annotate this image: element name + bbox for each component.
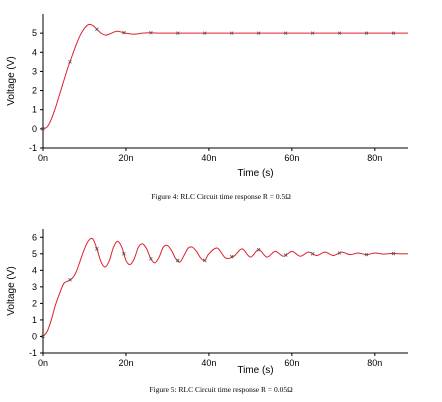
x-tick-label: 20n <box>118 358 133 368</box>
data-point-marker <box>229 31 234 35</box>
data-point-marker <box>68 60 72 64</box>
data-point-marker <box>176 31 180 35</box>
y-tick-label: 5 <box>32 249 37 259</box>
x-tick-label: 0n <box>38 358 48 368</box>
data-point-marker <box>391 251 396 256</box>
x-tick-label: 80n <box>367 358 382 368</box>
y-tick-label: 1 <box>32 315 37 325</box>
voltage-series-line <box>42 237 409 337</box>
data-point-marker <box>41 127 45 131</box>
y-axis-title: Voltage (V) <box>6 56 17 105</box>
x-tick-label: 60n <box>284 358 299 368</box>
data-point-marker <box>283 31 288 35</box>
figure-5-caption: Figure 5: RLC Circuit time response R = … <box>149 385 293 394</box>
data-point-marker <box>364 252 369 257</box>
data-point-marker <box>68 278 72 282</box>
y-tick-label: 4 <box>32 47 37 57</box>
data-point-marker <box>283 253 288 257</box>
y-tick-label: 2 <box>32 298 37 308</box>
data-point-marker <box>122 252 126 256</box>
data-point-marker <box>256 31 261 35</box>
chart-figure-4: -1 0 1 2 3 4 5 0n 20n 40n 60n 80n Time (s) Voltage (V… <box>0 0 442 185</box>
data-point-marker <box>391 31 396 35</box>
data-point-marker <box>202 258 207 263</box>
data-point-marker <box>202 31 207 35</box>
data-point-marker <box>337 31 342 35</box>
data-point-marker <box>149 256 153 261</box>
y-tick-label: 3 <box>32 66 37 76</box>
figure-4-caption: Figure 4: RLC Circuit time response R = … <box>151 192 291 201</box>
y-axis-title: Voltage (V) <box>6 266 17 315</box>
y-tick-label: 1 <box>32 105 37 115</box>
data-point-marker <box>229 254 234 259</box>
data-point-marker <box>310 252 315 256</box>
x-tick-label: 0n <box>38 153 48 163</box>
x-axis-title: Time (s) <box>237 168 273 179</box>
data-point-marker <box>256 247 261 252</box>
data-point-marker <box>337 251 342 255</box>
y-tick-label: 4 <box>32 265 37 275</box>
y-tick-label: 2 <box>32 86 37 96</box>
data-point-marker <box>310 31 315 35</box>
voltage-series-line <box>42 23 408 130</box>
x-tick-label: 80n <box>367 153 382 163</box>
data-point-marker <box>41 334 45 339</box>
y-tick-label: -1 <box>29 348 37 358</box>
y-tick-label: -1 <box>29 143 37 153</box>
y-tick-label: 3 <box>32 282 37 292</box>
y-tick-label: 0 <box>32 124 37 134</box>
x-tick-label: 20n <box>118 153 133 163</box>
y-tick-label: 6 <box>32 232 37 242</box>
data-point-marker <box>364 31 369 35</box>
chart-figure-5: -1 0 1 2 3 4 5 6 0n 20n 40n 60n 80n Time (s) Voltage (… <box>0 215 442 380</box>
y-tick-label: 0 <box>32 331 37 341</box>
data-point-marker <box>176 258 180 263</box>
data-point-marker <box>122 30 126 35</box>
x-tick-label: 60n <box>284 153 299 163</box>
chart-r-0.5: -1 0 1 2 3 4 5 0n 20n 40n 60n 80n Time (s) Voltage (V… <box>6 14 408 179</box>
x-tick-label: 40n <box>201 153 216 163</box>
y-tick-label: 5 <box>32 28 37 38</box>
data-point-marker <box>95 247 99 251</box>
x-tick-label: 40n <box>201 358 216 368</box>
data-point-marker <box>95 27 99 32</box>
x-axis-title: Time (s) <box>237 365 273 376</box>
data-point-marker <box>149 30 153 35</box>
